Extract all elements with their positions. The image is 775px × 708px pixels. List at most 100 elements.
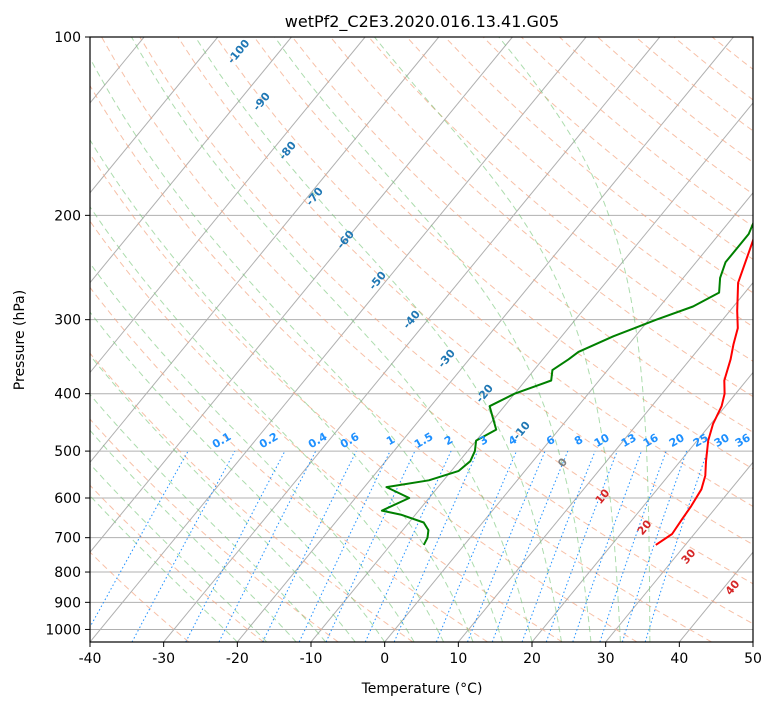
isotherm-label: 20 bbox=[635, 517, 655, 537]
mixing-ratio-label: 3 bbox=[477, 433, 490, 448]
plot-frame bbox=[89, 36, 754, 643]
mixing-ratio-label: 1 bbox=[384, 433, 397, 448]
y-tick-label: 400 bbox=[54, 387, 81, 403]
mixing-ratio-label: 36 bbox=[733, 431, 753, 450]
mixing-ratio-line bbox=[621, 450, 688, 642]
mixing-ratio-line bbox=[599, 450, 667, 642]
isotherm-label: -50 bbox=[366, 269, 389, 293]
overlay-labels: -100-90-80-70-60-50-40-30-20-10010203040… bbox=[210, 37, 753, 598]
isotherm-label: -100 bbox=[225, 37, 253, 67]
dry-adiabat bbox=[90, 418, 339, 642]
isotherm-line bbox=[605, 461, 753, 642]
y-tick-label: 600 bbox=[54, 491, 81, 507]
isotherm-line bbox=[90, 37, 513, 553]
isotherm-line bbox=[90, 37, 587, 642]
mixing-ratio-line bbox=[262, 450, 357, 642]
mixing-ratio-label: 0.4 bbox=[306, 430, 330, 451]
dewpoint-profile bbox=[380, 221, 753, 546]
mixing-ratio-line bbox=[644, 450, 708, 642]
isotherm-line bbox=[531, 371, 753, 642]
dry-adiabat bbox=[90, 484, 264, 642]
isotherm-line bbox=[457, 281, 753, 642]
y-tick-label: 500 bbox=[54, 444, 81, 460]
x-tick-label: 50 bbox=[744, 651, 762, 667]
x-tick-label: 0 bbox=[380, 651, 389, 667]
dry-adiabat bbox=[253, 37, 753, 470]
dry-adiabat bbox=[330, 37, 753, 398]
x-tick-label: 20 bbox=[523, 651, 541, 667]
x-tick-label: 10 bbox=[449, 651, 467, 667]
mixing-ratio-label: 8 bbox=[572, 433, 585, 448]
dry-adiabat bbox=[90, 352, 414, 642]
mixing-ratio-line bbox=[131, 450, 236, 642]
isotherm-line bbox=[384, 192, 753, 642]
x-axis-label: Temperature (°C) bbox=[361, 681, 483, 697]
y-tick-label: 900 bbox=[54, 595, 81, 611]
isotherm-label: -30 bbox=[435, 347, 458, 371]
isotherm-label: -20 bbox=[473, 382, 496, 406]
isotherm-label: 0 bbox=[555, 455, 570, 469]
moist-adiabat bbox=[274, 37, 592, 642]
mixing-ratio-line bbox=[572, 450, 642, 642]
dry-adiabat bbox=[177, 37, 753, 546]
mixing-ratio-line bbox=[467, 450, 546, 642]
dry-adiabat bbox=[90, 84, 712, 642]
isotherm-line bbox=[752, 641, 753, 642]
moist-adiabat bbox=[90, 429, 297, 642]
chart-title: wetPf2_C2E3.2020.016.13.41.G05 bbox=[285, 12, 559, 32]
moist-adiabat bbox=[90, 262, 415, 642]
mixing-ratio-label: 1.5 bbox=[412, 430, 435, 451]
dry-adiabat bbox=[90, 153, 638, 642]
y-tick-label: 300 bbox=[54, 313, 81, 329]
y-tick-label: 800 bbox=[54, 565, 81, 581]
mixing-ratio-line bbox=[90, 450, 189, 629]
x-tick-label: 40 bbox=[670, 651, 688, 667]
moist-adiabat bbox=[90, 393, 327, 642]
dry-adiabat bbox=[635, 37, 753, 132]
mixing-ratio-label: 20 bbox=[667, 431, 687, 450]
y-tick-label: 200 bbox=[54, 208, 81, 224]
mixing-ratio-label: 30 bbox=[712, 431, 732, 450]
dry-adiabat bbox=[444, 37, 753, 294]
dry-adiabat bbox=[90, 551, 190, 642]
mixing-ratio-line bbox=[393, 450, 479, 642]
mixing-ratio-line bbox=[545, 450, 618, 642]
moist-adiabat bbox=[90, 463, 268, 642]
plot-area bbox=[0, 37, 753, 642]
mixing-ratio-label: 0.1 bbox=[210, 430, 233, 451]
isotherm-line bbox=[163, 37, 661, 642]
mixing-ratio-label: 0.6 bbox=[338, 430, 362, 451]
temperature-profile bbox=[655, 237, 753, 546]
isotherm-line bbox=[90, 37, 292, 284]
x-tick-label: -10 bbox=[300, 651, 323, 667]
axis-ticks: -40 -30 -20 -10 0 10 20 30 40 5010020030040050060… bbox=[45, 30, 762, 667]
dry-adiabat bbox=[90, 220, 563, 642]
isotherm-label: -80 bbox=[276, 139, 299, 163]
mixing-ratio-line bbox=[298, 450, 391, 642]
mixing-ratio-line bbox=[435, 450, 517, 642]
mixing-ratio-line bbox=[521, 450, 596, 642]
moist-adiabat bbox=[498, 37, 651, 642]
moist-adiabat bbox=[90, 354, 356, 642]
isotherm-line bbox=[90, 37, 440, 464]
isotherm-label: -70 bbox=[303, 185, 326, 209]
moist-adiabat bbox=[194, 37, 562, 642]
dry-adiabat bbox=[711, 37, 753, 70]
moist-adiabat bbox=[90, 57, 503, 642]
dry-adiabat bbox=[559, 37, 753, 195]
moist-adiabat bbox=[374, 37, 621, 642]
isotherm-line bbox=[310, 102, 753, 642]
y-tick-label: 100 bbox=[54, 30, 81, 46]
dry-adiabat bbox=[90, 286, 488, 642]
y-tick-label: 1000 bbox=[45, 622, 81, 638]
moist-adiabat bbox=[90, 311, 386, 642]
mixing-ratio-line bbox=[218, 450, 317, 642]
isotherm-line bbox=[90, 37, 366, 374]
isotherm-line bbox=[0, 37, 70, 642]
dry-adiabat bbox=[368, 37, 753, 362]
moist-adiabat bbox=[131, 37, 533, 642]
isotherm-label: -90 bbox=[250, 90, 273, 114]
x-tick-label: -40 bbox=[79, 651, 102, 667]
x-tick-label: 30 bbox=[597, 651, 615, 667]
